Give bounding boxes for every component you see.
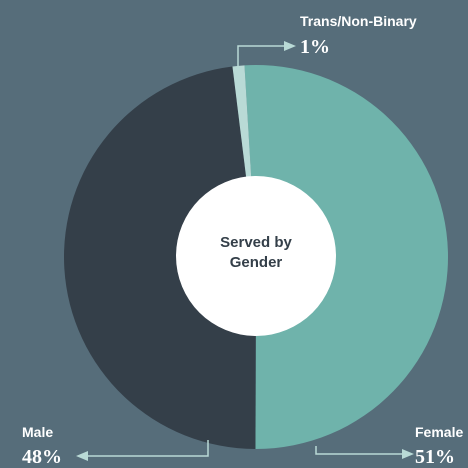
legend-label: Male xyxy=(22,424,53,440)
data-label: 1% xyxy=(300,36,330,58)
legend-label: Female xyxy=(415,424,463,440)
pie xyxy=(63,65,448,449)
legend-label: Trans/Non-Binary xyxy=(300,13,417,29)
donut-hole xyxy=(176,176,336,336)
pie-slice xyxy=(63,66,256,449)
data-label: 48% xyxy=(22,446,62,468)
data-label: 51% xyxy=(415,446,455,468)
arrowheads xyxy=(76,41,414,461)
arrowhead xyxy=(402,449,414,459)
leader-lines xyxy=(86,45,404,457)
leader-line xyxy=(86,440,209,457)
leader-line xyxy=(237,45,284,70)
arrowhead xyxy=(284,41,296,51)
leader-line xyxy=(315,446,404,455)
pie-slice xyxy=(244,65,448,449)
chart-title: Served by Gender xyxy=(220,234,292,271)
arrowhead xyxy=(76,451,88,461)
